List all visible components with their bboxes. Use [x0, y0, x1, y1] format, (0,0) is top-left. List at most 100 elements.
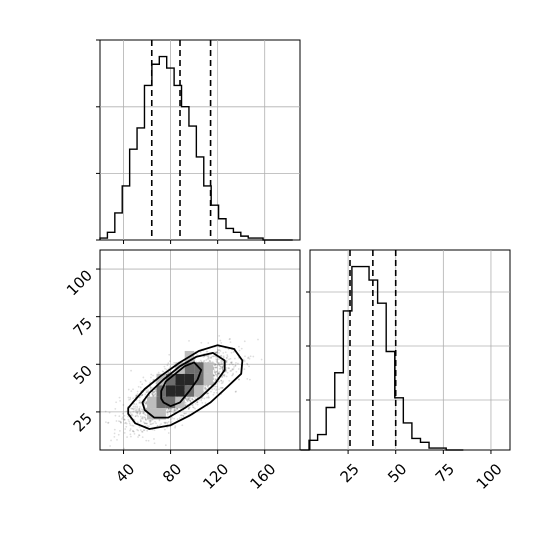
scatter-point	[167, 432, 170, 434]
scatter-point	[114, 407, 117, 410]
scatter-point	[149, 387, 152, 390]
scatter-point	[199, 359, 202, 362]
scatter-point	[209, 356, 212, 359]
scatter-point	[243, 340, 246, 343]
scatter-point	[220, 382, 223, 385]
scatter-point	[145, 439, 148, 442]
scatter-point	[202, 360, 205, 363]
scatter-point	[214, 371, 217, 374]
scatter-point	[121, 412, 124, 415]
scatter-point	[152, 391, 155, 394]
scatter-point	[145, 400, 148, 403]
scatter-point	[166, 412, 168, 414]
scatter-point	[230, 369, 233, 372]
scatter-point	[184, 397, 187, 400]
scatter-point	[252, 355, 255, 358]
x-axis-ticks: 40 80 120 160	[112, 450, 279, 493]
scatter-point	[143, 422, 146, 425]
scatter-point	[186, 397, 189, 400]
scatter-point	[131, 408, 133, 410]
scatter-point	[135, 403, 138, 406]
scatter-point	[214, 385, 217, 388]
scatter-point	[213, 355, 216, 358]
scatter-point	[203, 387, 206, 390]
scatter-point	[201, 396, 204, 399]
scatter-point	[138, 399, 141, 402]
scatter-point	[139, 429, 142, 431]
scatter-point	[214, 371, 216, 374]
scatter-point	[138, 396, 141, 399]
scatter-point	[113, 436, 116, 438]
scatter-point	[168, 410, 171, 413]
scatter-point	[249, 378, 251, 381]
scatter-point	[189, 399, 192, 402]
scatter-point	[161, 370, 164, 373]
histogram-step-line	[300, 265, 464, 451]
scatter-point	[143, 416, 146, 419]
scatter-point	[178, 417, 181, 420]
scatter-point	[229, 370, 232, 372]
density-cell	[203, 362, 213, 374]
scatter-point	[127, 418, 130, 421]
scatter-point	[146, 391, 148, 394]
scatter-point	[221, 368, 224, 371]
scatter-point	[146, 422, 149, 425]
scatter-point	[218, 388, 220, 391]
scatter-point	[233, 366, 235, 368]
scatter-point	[222, 380, 224, 383]
scatter-point	[118, 420, 120, 423]
scatter-point	[133, 432, 136, 435]
scatter-point	[216, 385, 219, 388]
scatter-point	[219, 350, 222, 352]
scatter-point	[216, 348, 219, 351]
scatter-point	[192, 406, 194, 409]
scatter-point	[176, 418, 179, 421]
scatter-point	[144, 379, 147, 382]
scatter-point	[141, 417, 144, 420]
scatter-point	[207, 396, 209, 399]
density-cell	[156, 396, 166, 409]
scatter-point	[215, 363, 217, 366]
scatter-point	[212, 355, 214, 358]
scatter-point	[133, 430, 135, 433]
scatter-point	[218, 370, 221, 373]
scatter-point	[154, 390, 157, 392]
scatter-point	[115, 420, 118, 422]
density-cell	[147, 396, 157, 409]
scatter-point	[149, 423, 152, 426]
scatter-point	[144, 380, 147, 383]
scatter-point	[182, 415, 185, 418]
density-cell	[165, 385, 176, 397]
scatter-point	[226, 354, 229, 356]
scatter-point	[165, 368, 168, 371]
scatter-point	[136, 428, 139, 431]
scatter-point	[221, 368, 224, 371]
scatter-point	[230, 362, 233, 365]
scatter-point	[167, 411, 170, 414]
scatter-point	[152, 394, 155, 397]
scatter-point	[184, 404, 187, 406]
scatter-point	[134, 407, 136, 410]
scatter-point	[214, 363, 217, 366]
scatter-point	[205, 359, 208, 361]
scatter-point	[215, 391, 218, 394]
y-axis-ticks: 25 50 75 100	[63, 266, 100, 435]
scatter-point	[200, 397, 203, 400]
scatter-point	[212, 362, 215, 365]
scatter-point	[216, 373, 218, 376]
scatter-point	[187, 408, 190, 411]
scatter-point	[188, 399, 191, 402]
scatter-point	[138, 410, 141, 412]
scatter-point	[187, 398, 190, 400]
grid-lines	[100, 40, 300, 240]
scatter-point	[144, 414, 147, 417]
scatter-point	[183, 412, 185, 415]
scatter-point	[204, 386, 207, 389]
scatter-point	[212, 381, 215, 384]
histogram-step-line	[99, 55, 293, 241]
scatter-point	[232, 372, 235, 375]
scatter-point	[116, 438, 118, 441]
scatter-point	[144, 402, 147, 405]
scatter-point	[220, 379, 223, 382]
scatter-point	[237, 362, 239, 365]
